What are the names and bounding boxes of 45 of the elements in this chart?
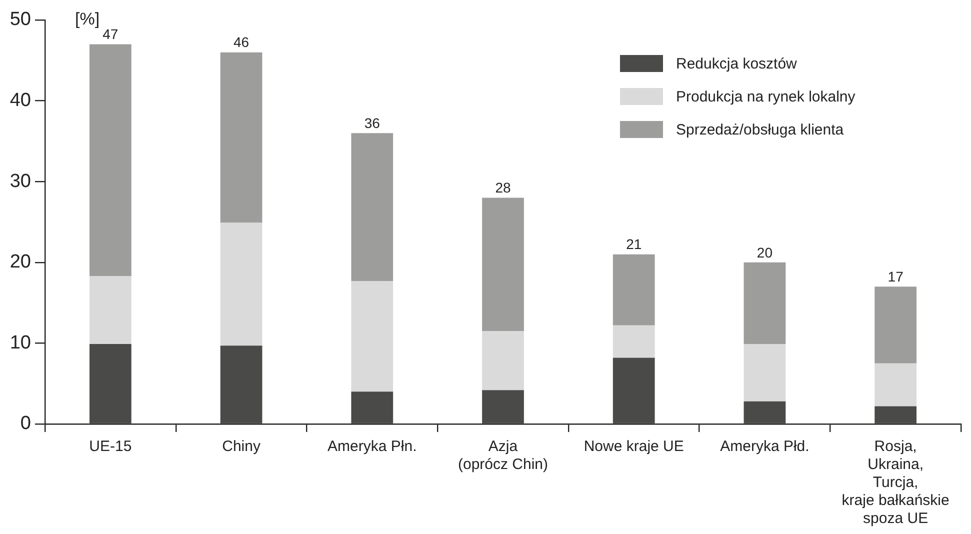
bar <box>874 286 917 364</box>
bar <box>351 133 394 281</box>
y-tick-label: 40 <box>10 90 31 112</box>
total-label: 28 <box>495 180 511 196</box>
y-tick-label: 20 <box>10 252 31 273</box>
total-label: 20 <box>756 244 773 260</box>
y-axis-title: [%] <box>75 10 100 29</box>
legend-label: Produkcja na rynek lokalny <box>676 88 856 106</box>
bar <box>744 401 786 424</box>
bar <box>612 358 655 424</box>
x-tick-label: Ameryka Płn. <box>328 438 417 456</box>
bar <box>612 254 655 326</box>
bar <box>351 280 394 392</box>
bar <box>612 325 655 358</box>
x-tick-label: Chiny <box>222 438 261 456</box>
bar <box>482 198 524 332</box>
total-label: 36 <box>364 114 380 131</box>
bar <box>89 276 132 344</box>
legend-label: Redukcja kosztów <box>676 56 798 73</box>
y-tick-label: 0 <box>20 413 31 434</box>
total-label: 21 <box>626 236 642 252</box>
x-tick-label: Rosja, Ukraina, Turcja, kraje bałkańskie spoza UE <box>842 438 950 528</box>
bar <box>220 222 262 346</box>
bar <box>89 344 132 424</box>
legend-label: Sprzedaż/obsługa klienta <box>676 122 844 139</box>
total-label: 46 <box>233 34 250 50</box>
bar <box>351 392 394 424</box>
bar <box>744 262 786 344</box>
x-tick-label: Ameryka Płd. <box>720 438 810 456</box>
y-tick-label: 30 <box>10 170 31 192</box>
bar <box>220 346 262 424</box>
bar <box>744 344 786 402</box>
bar <box>874 406 917 424</box>
total-label: 47 <box>102 26 118 42</box>
y-tick-label: 50 <box>10 9 31 30</box>
bar <box>482 331 524 390</box>
total-label: 17 <box>888 268 904 284</box>
bar <box>482 390 524 424</box>
x-tick-label: UE-15 <box>89 438 132 456</box>
bar <box>89 44 132 276</box>
y-tick-label: 10 <box>10 332 31 354</box>
bar <box>220 52 262 223</box>
x-tick-label: Nowe kraje UE <box>584 438 684 456</box>
x-tick-label: Azja (oprócz Chin) <box>458 438 548 474</box>
bar <box>874 363 917 406</box>
